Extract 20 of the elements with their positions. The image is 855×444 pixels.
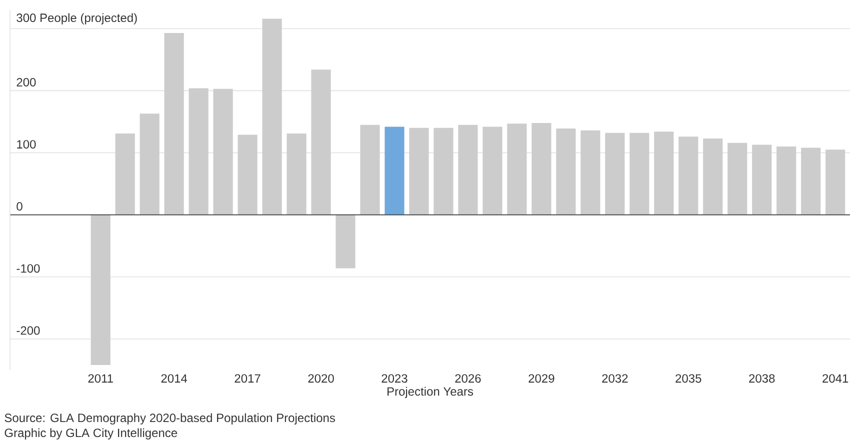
x-tick-label: 2029	[528, 374, 554, 383]
x-tick-label: 2035	[676, 374, 702, 383]
x-tick-label: 2041	[822, 374, 848, 383]
x-tick-label: 2026	[455, 374, 481, 383]
x-tick-label: 2014	[161, 374, 188, 383]
y-tick-label: -100	[16, 264, 40, 273]
x-tick-label: 2011	[88, 374, 113, 383]
x-tick-label: 2032	[602, 374, 628, 383]
source-note: Source: GLA Demography 2020-based Population Projections	[4, 413, 336, 424]
text: Graphic by GLA City Intelligence	[4, 428, 178, 440]
x-tick-label: 2023	[382, 374, 408, 383]
y-tick-label: 100	[17, 140, 36, 149]
x-tick-label: 2017	[234, 374, 260, 383]
y-tick-label: 300 People (projected)	[16, 13, 137, 24]
x-tick-label: 2038	[749, 374, 775, 383]
y-tick-label: 0	[16, 202, 22, 211]
x-tick-label: 2020	[308, 374, 334, 383]
y-tick-label: 200	[16, 78, 36, 86]
y-tick-label: -200	[16, 326, 40, 335]
x-axis-title: Projection Years	[388, 386, 474, 398]
